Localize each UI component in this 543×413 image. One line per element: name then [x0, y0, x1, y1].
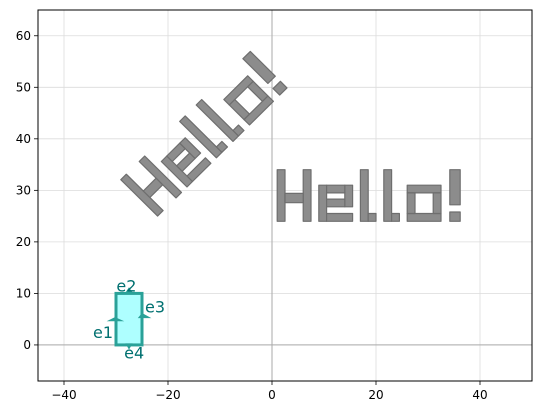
y-tick-label-5: 50 [16, 80, 31, 94]
glyph-0-3-0 [195, 98, 240, 142]
x-tick-label-3: 20 [368, 388, 383, 402]
glyph-0-0-0 [120, 173, 164, 217]
glyph-1-4-1 [406, 184, 442, 194]
glyph-0-0-1 [138, 155, 183, 199]
glyph-1-4-0 [406, 212, 442, 222]
glyph-1-1-2 [326, 212, 354, 222]
glyph-0-0-2 [142, 177, 164, 199]
cyan-rectangle [114, 291, 144, 347]
text-path-0 [120, 50, 288, 217]
glyph-0-1-2 [186, 157, 212, 183]
rectangle-group [106, 287, 152, 350]
edge-label-e1: e1 [93, 323, 113, 342]
glyph-1-1-4 [326, 198, 346, 208]
x-tick-label-4: 40 [472, 388, 487, 402]
glyph-1-0-2 [284, 192, 304, 204]
edge-labels: e1 e2 e3 e4 [93, 277, 165, 363]
glyph-0-5-0 [242, 50, 276, 85]
glyph-1-2-0 [359, 169, 369, 222]
text-path-glyphs [120, 50, 461, 222]
glyph-1-2-1 [367, 212, 377, 222]
glyph-1-4-3 [432, 192, 442, 215]
glyph-1-5-0 [449, 169, 461, 206]
glyph-1-1-0 [318, 184, 328, 222]
edge-arrow-4 [125, 343, 133, 350]
glyph-0-1-3 [166, 142, 186, 163]
glyph-1-0-0 [276, 169, 286, 222]
glyph-1-1-1 [344, 184, 354, 208]
glyph-0-4-1 [223, 75, 254, 106]
glyph-0-2-0 [179, 115, 223, 159]
axes-frame [37, 9, 533, 382]
glyph-0-4-3 [247, 80, 269, 102]
edge-label-e2: e2 [116, 277, 136, 296]
glyph-1-3-0 [383, 169, 393, 222]
glyph-0-2-1 [215, 140, 229, 153]
edge-arrow-2 [124, 287, 134, 295]
glyph-1-4-2 [406, 192, 416, 215]
glyph-0-4-2 [228, 98, 251, 121]
x-tick-label-2: 0 [268, 388, 276, 402]
glyph-0-1-4 [176, 152, 196, 172]
edge-arrow-1 [106, 317, 125, 322]
glyph-1-1-3 [326, 184, 346, 194]
glyph-1-5-1 [449, 211, 461, 222]
edge-label-e4: e4 [124, 344, 144, 363]
glyph-0-4-0 [243, 95, 274, 126]
x-tick-label-1: −20 [155, 388, 180, 402]
glyph-1-3-1 [391, 212, 400, 222]
y-tick-label-6: 60 [16, 29, 31, 43]
x-tick-label-0: −40 [51, 388, 76, 402]
y-tick-label-1: 10 [16, 286, 31, 300]
text-path-1 [276, 169, 461, 222]
axis-ticks: −40 −20 0 20 40 0 10 20 30 40 50 60 [16, 29, 488, 402]
y-tick-label-4: 40 [16, 132, 31, 146]
glyph-1-0-1 [302, 169, 312, 222]
glyph-0-5-1 [272, 80, 288, 96]
y-tick-label-0: 0 [23, 338, 31, 352]
y-tick-label-3: 30 [16, 183, 31, 197]
edge-arrow-3 [137, 313, 152, 319]
edge-label-e3: e3 [145, 297, 165, 316]
y-tick-label-2: 20 [16, 235, 31, 249]
glyph-0-3-1 [232, 124, 245, 137]
